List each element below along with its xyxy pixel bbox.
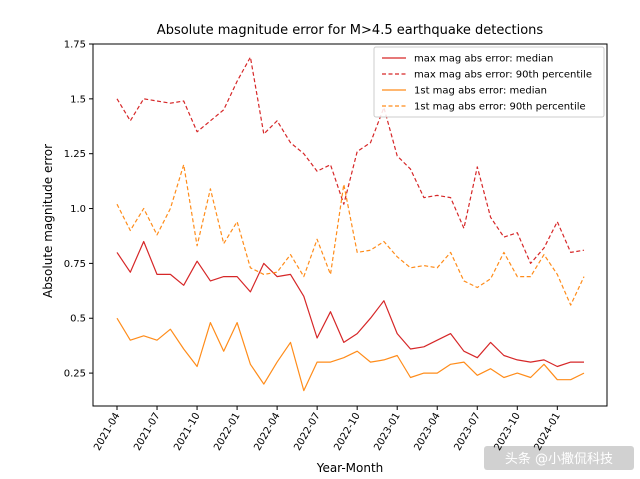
chart-title: Absolute magnitude error for M>4.5 earth… [157, 23, 544, 38]
y-tick-label: 1.25 [64, 149, 86, 160]
plot-area [116, 56, 585, 392]
plot-frame [92, 43, 608, 407]
x-axis-label: Year-Month [316, 461, 384, 475]
series-points-2 [116, 57, 585, 264]
legend-label: max mag abs error: median [414, 54, 553, 65]
y-tick-label: 1.75 [64, 40, 86, 51]
y-tick-label: 0.75 [64, 259, 86, 270]
y-axis-label: Absolute magnitude error [41, 144, 55, 298]
y-tick-label: 0.25 [64, 369, 86, 380]
series-points-1 [116, 241, 585, 367]
legend-label: 1st mag abs error: 90th percentile [414, 102, 586, 113]
series-line-1 [116, 240, 584, 368]
y-tick-label: 1.0 [70, 204, 86, 215]
series-points-3 [116, 318, 585, 391]
series-line-3 [116, 317, 585, 392]
series-line-4 [116, 164, 585, 306]
series-line-2 [116, 56, 585, 264]
y-axis: 0.25 0.5 0.75 1.0 1.25 1.5 1.75 [64, 40, 93, 380]
legend-label: max mag abs error: 90th percentile [414, 70, 592, 81]
series-points-4 [116, 164, 585, 306]
watermark: 头条 @小撒侃科技 [484, 446, 634, 470]
y-tick-label: 0.5 [70, 314, 86, 325]
y-tick-label: 1.5 [70, 94, 86, 105]
watermark-text: 头条 @小撒侃科技 [505, 451, 613, 467]
legend-box [373, 46, 605, 118]
legend-label: 1st mag abs error: median [414, 86, 547, 97]
legend: max mag abs error: median max mag abs err… [373, 46, 605, 118]
watermark-background [484, 446, 634, 470]
